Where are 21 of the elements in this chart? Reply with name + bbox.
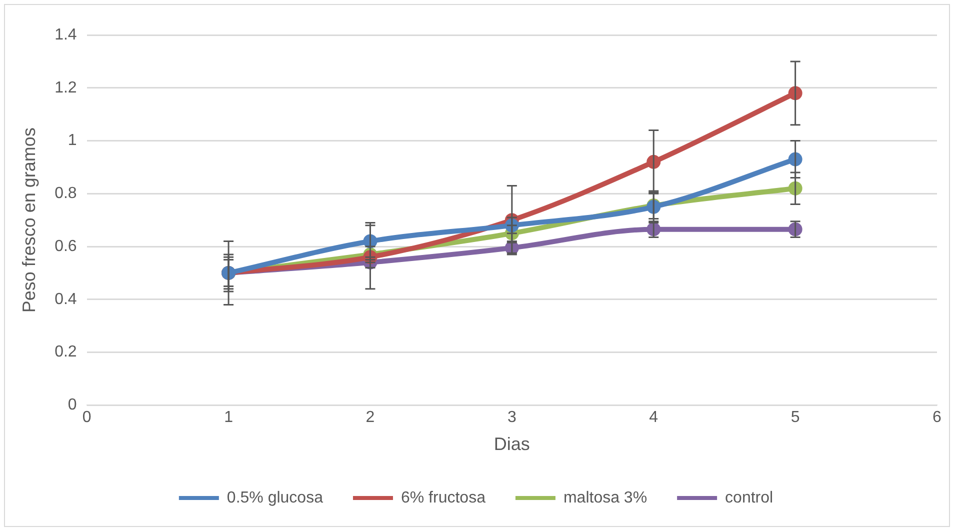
legend-label: control [725, 489, 774, 506]
x-tick-label: 6 [932, 409, 942, 426]
y-tick-label: 1.4 [54, 26, 77, 44]
y-tick-label: 1.2 [54, 79, 77, 96]
y-tick-label: 0 [68, 396, 77, 414]
x-tick-label: 5 [790, 409, 800, 426]
y-tick-label: 0.8 [54, 185, 77, 202]
x-tick-label: 4 [649, 409, 658, 426]
y-tick-label: 0.6 [54, 238, 77, 255]
legend-label: 0.5% glucosa [226, 489, 324, 506]
legend-label: maltosa 3% [563, 489, 648, 506]
x-tick-label: 2 [366, 409, 375, 426]
x-tick-label: 1 [224, 409, 234, 426]
legend-label: 6% fructosa [400, 489, 486, 506]
x-tick-label: 3 [507, 409, 516, 426]
y-tick-label: 0.2 [54, 344, 77, 361]
x-tick-label: 0 [82, 409, 92, 426]
x-axis-title: Dias [494, 434, 530, 454]
y-tick-label: 0.4 [54, 290, 77, 308]
y-tick-label: 1 [68, 132, 77, 150]
y-axis-title: Peso fresco en gramos [18, 128, 39, 313]
